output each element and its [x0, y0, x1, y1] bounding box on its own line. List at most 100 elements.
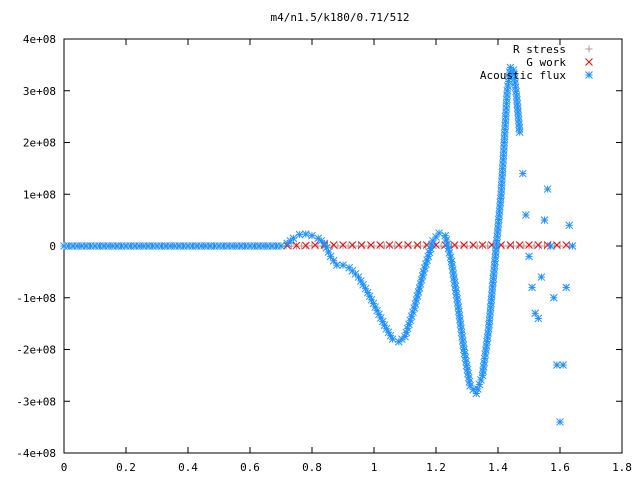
data-point [556, 418, 564, 426]
data-point [518, 169, 527, 178]
data-point [473, 385, 482, 393]
data-point [348, 241, 357, 249]
data-point [301, 230, 310, 238]
data-point [308, 231, 316, 240]
y-tick-label: 2e+08 [23, 137, 56, 150]
data-point [450, 274, 458, 282]
data-point [357, 241, 366, 249]
legend-label: G work [526, 56, 566, 69]
x-tick-label: 1.8 [612, 461, 632, 474]
data-point [292, 241, 301, 250]
data-point [460, 241, 468, 249]
y-tick-label: 3e+08 [23, 85, 56, 98]
data-point [435, 229, 443, 237]
data-point [326, 252, 335, 261]
data-point [553, 361, 561, 369]
data-point [478, 241, 487, 249]
data-point [367, 241, 375, 249]
y-tick-label: -1e+08 [16, 292, 56, 305]
data-point [568, 242, 577, 250]
data-point [453, 299, 462, 307]
data-point [332, 261, 341, 270]
data-point [534, 241, 543, 249]
data-point [406, 316, 415, 325]
data-point [448, 261, 456, 270]
data-point [404, 241, 412, 249]
x-tick-label: 0.6 [240, 461, 260, 474]
x-tick-label: 0 [61, 461, 68, 474]
data-point [549, 293, 558, 302]
y-axis: 4e+08 3e+08 2e+08 1e+08 0 -1e+08 -2e+08 -3e+08 -… [16, 33, 622, 460]
data-point [329, 256, 338, 265]
data-point [525, 241, 533, 249]
data-point [495, 211, 504, 220]
y-tick-label: 4e+08 [23, 33, 56, 46]
data-point [413, 241, 422, 249]
y-tick-label: 0 [49, 240, 56, 253]
data-point [339, 261, 347, 270]
series-acoustic-flux [60, 63, 577, 426]
data-point [562, 241, 571, 249]
data-point [295, 230, 304, 239]
data-point [385, 241, 394, 249]
data-point [329, 241, 338, 249]
data-point [459, 341, 468, 350]
y-tick-label: -2e+08 [16, 344, 56, 357]
data-point [565, 221, 574, 230]
x-axis: 0 0.2 0.4 0.6 0.8 1 1.2 1.4 1.6 1.8 [61, 39, 632, 474]
data-point [376, 241, 385, 249]
data-point [277, 242, 285, 250]
data-point [414, 288, 423, 296]
data-point [525, 252, 533, 261]
data-point [534, 314, 543, 323]
data-point [289, 234, 298, 243]
data-point [506, 241, 515, 249]
legend-label: R stress [513, 43, 566, 56]
y-tick-label: -3e+08 [16, 395, 56, 408]
data-point [450, 241, 459, 249]
data-point [388, 335, 397, 344]
data-point [546, 242, 555, 250]
x-tick-label: 1.4 [488, 461, 508, 474]
data-point [553, 241, 561, 249]
x-tick-label: 1.6 [550, 461, 570, 474]
x-tick-label: 0.8 [302, 461, 322, 474]
x-tick-label: 0.4 [178, 461, 198, 474]
data-point [405, 320, 413, 329]
data-point [432, 233, 440, 241]
y-tick-label: -4e+08 [16, 447, 56, 460]
data-point [540, 216, 549, 224]
data-point [483, 333, 492, 342]
data-point [537, 273, 546, 281]
legend-label: Acoustic flux [480, 69, 566, 82]
data-point [429, 236, 437, 245]
data-point [402, 328, 411, 337]
data-point [528, 283, 536, 292]
legend-marker [585, 71, 593, 79]
data-point [515, 241, 524, 249]
data-point [515, 128, 524, 137]
data-point [531, 309, 540, 318]
data-point [394, 241, 403, 249]
data-point [559, 361, 567, 369]
data-point [466, 381, 474, 390]
data-point [339, 241, 347, 249]
legend-marker [585, 45, 593, 53]
data-point [543, 185, 552, 193]
y-tick-label: 1e+08 [23, 188, 56, 201]
legend-marker [585, 58, 593, 66]
x-tick-label: 0.2 [116, 461, 136, 474]
x-tick-label: 1.2 [426, 461, 446, 474]
chart-title: m4/n1.5/k180/0.71/512 [270, 11, 409, 24]
data-point [477, 376, 485, 384]
x-tick-label: 1 [371, 461, 378, 474]
data-point [354, 273, 363, 281]
data-point [301, 241, 310, 250]
series-layer [60, 63, 577, 426]
data-point [562, 283, 571, 292]
data-point [311, 241, 319, 249]
data-point [522, 211, 530, 219]
data-point [469, 241, 478, 249]
